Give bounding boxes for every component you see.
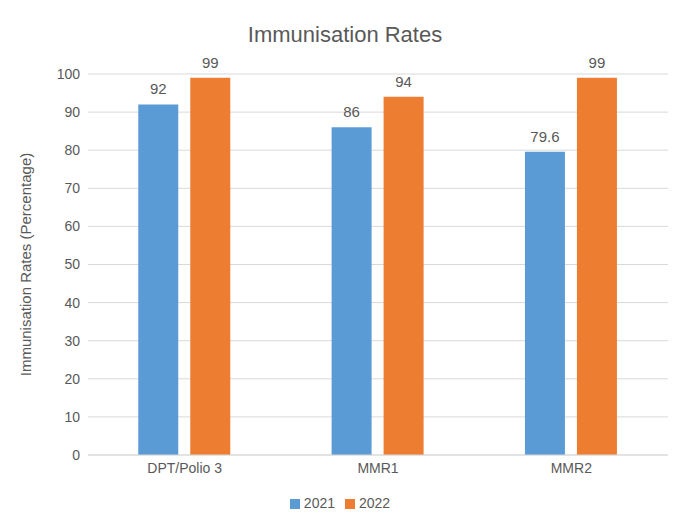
html-text:Immunisation Rates: Immunisation Rates <box>247 22 443 47</box>
svg-text:60: 60 <box>64 218 80 234</box>
svg-text:80: 80 <box>64 142 80 158</box>
svg-text:100: 100 <box>57 66 81 82</box>
svg-text:70: 70 <box>64 180 80 196</box>
svg-text:MMR1: MMR1 <box>357 460 398 476</box>
svg-text:92: 92 <box>150 80 167 97</box>
svg-text:79.6: 79.6 <box>530 128 559 145</box>
svg-text:40: 40 <box>64 295 80 311</box>
html-text:2022: 2022 <box>359 495 391 511</box>
svg-text:10: 10 <box>64 409 80 425</box>
svg-text:99: 99 <box>589 58 606 71</box>
svg-text:94: 94 <box>395 73 412 90</box>
svg-text:0: 0 <box>72 447 80 463</box>
svg-text:86: 86 <box>343 103 360 120</box>
svg-text:Immunisation Rates (Percentage: Immunisation Rates (Percentage) <box>17 153 34 376</box>
svg-text:20: 20 <box>64 371 80 387</box>
svg-text:DPT/Polio 3: DPT/Polio 3 <box>147 460 222 476</box>
svg-text:MMR2: MMR2 <box>551 460 592 476</box>
html-text:2021: 2021 <box>303 495 335 511</box>
svg-text:90: 90 <box>64 104 80 120</box>
svg-text:99: 99 <box>202 58 219 71</box>
svg-text:50: 50 <box>64 256 80 272</box>
svg-text:30: 30 <box>64 333 80 349</box>
